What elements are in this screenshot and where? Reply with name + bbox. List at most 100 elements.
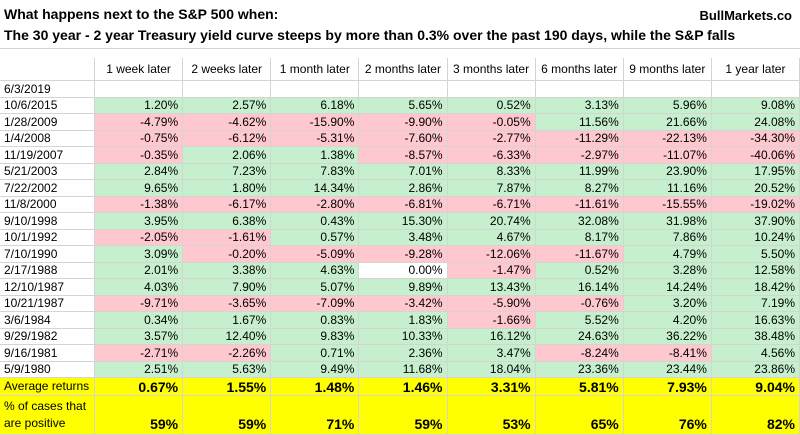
- value-cell: -2.97%: [535, 147, 624, 164]
- value-cell: 7.90%: [183, 279, 272, 296]
- summary-value: 82%: [711, 396, 800, 435]
- value-cell: 5.07%: [271, 279, 360, 296]
- value-cell: [95, 81, 184, 98]
- title: What happens next to the S&P 500 when:: [4, 6, 279, 22]
- value-cell: 2.36%: [359, 345, 448, 362]
- value-cell: 2.86%: [359, 180, 448, 197]
- value-cell: 1.20%: [95, 97, 184, 114]
- value-cell: 3.95%: [95, 213, 184, 230]
- date-cell: 7/10/1990: [0, 246, 95, 263]
- value-cell: 11.56%: [535, 114, 624, 131]
- value-cell: 9.65%: [95, 180, 184, 197]
- value-cell: -0.05%: [447, 114, 536, 131]
- column-header: 6 months later: [535, 58, 624, 81]
- value-cell: 21.66%: [623, 114, 712, 131]
- value-cell: -6.33%: [447, 147, 536, 164]
- value-cell: -5.31%: [271, 130, 360, 147]
- summary-value: 59%: [95, 396, 184, 435]
- value-cell: 18.42%: [711, 279, 800, 296]
- value-cell: -9.71%: [95, 295, 184, 312]
- date-cell: 6/3/2019: [0, 81, 95, 98]
- value-cell: 13.43%: [447, 279, 536, 296]
- value-cell: -15.90%: [271, 114, 360, 131]
- summary-value: 1.55%: [183, 378, 272, 396]
- value-cell: 7.19%: [711, 295, 800, 312]
- summary-value: 1.48%: [271, 378, 360, 396]
- value-cell: -7.09%: [271, 295, 360, 312]
- value-cell: [711, 81, 800, 98]
- value-cell: [271, 81, 360, 98]
- value-cell: 12.58%: [711, 262, 800, 279]
- value-cell: 2.51%: [95, 361, 184, 378]
- value-cell: 23.36%: [535, 361, 624, 378]
- value-cell: 0.83%: [271, 312, 360, 329]
- value-cell: -3.65%: [183, 295, 272, 312]
- value-cell: 2.06%: [183, 147, 272, 164]
- header-cell: [0, 58, 95, 81]
- value-cell: 2.84%: [95, 163, 184, 180]
- value-cell: 2.57%: [183, 97, 272, 114]
- value-cell: -0.76%: [535, 295, 624, 312]
- value-cell: -11.07%: [623, 147, 712, 164]
- value-cell: -6.17%: [183, 196, 272, 213]
- value-cell: 3.57%: [95, 328, 184, 345]
- value-cell: -1.66%: [447, 312, 536, 329]
- value-cell: [183, 81, 272, 98]
- summary-label: Average returns: [0, 378, 95, 396]
- value-cell: -11.67%: [535, 246, 624, 263]
- value-cell: 16.12%: [447, 328, 536, 345]
- summary-value: 76%: [623, 396, 712, 435]
- value-cell: 5.96%: [623, 97, 712, 114]
- value-cell: -12.06%: [447, 246, 536, 263]
- value-cell: -6.12%: [183, 130, 272, 147]
- summary-value: 71%: [271, 396, 360, 435]
- value-cell: 3.20%: [623, 295, 712, 312]
- value-cell: 8.27%: [535, 180, 624, 197]
- value-cell: 1.83%: [359, 312, 448, 329]
- value-cell: 0.52%: [535, 262, 624, 279]
- value-cell: 14.24%: [623, 279, 712, 296]
- value-cell: 3.28%: [623, 262, 712, 279]
- value-cell: -1.47%: [447, 262, 536, 279]
- summary-value: 3.31%: [447, 378, 536, 396]
- value-cell: -5.09%: [271, 246, 360, 263]
- value-cell: -6.81%: [359, 196, 448, 213]
- value-cell: 0.57%: [271, 229, 360, 246]
- value-cell: 4.20%: [623, 312, 712, 329]
- date-cell: 1/28/2009: [0, 114, 95, 131]
- value-cell: -4.79%: [95, 114, 184, 131]
- column-header: 9 months later: [623, 58, 712, 81]
- value-cell: -6.71%: [447, 196, 536, 213]
- value-cell: 4.79%: [623, 246, 712, 263]
- value-cell: 23.44%: [623, 361, 712, 378]
- summary-value: 0.67%: [95, 378, 184, 396]
- value-cell: 11.99%: [535, 163, 624, 180]
- value-cell: -2.77%: [447, 130, 536, 147]
- value-cell: 5.65%: [359, 97, 448, 114]
- value-cell: 7.86%: [623, 229, 712, 246]
- value-cell: 18.04%: [447, 361, 536, 378]
- value-cell: -7.60%: [359, 130, 448, 147]
- value-cell: 8.33%: [447, 163, 536, 180]
- value-cell: 37.90%: [711, 213, 800, 230]
- value-cell: 4.63%: [271, 262, 360, 279]
- value-cell: -1.61%: [183, 229, 272, 246]
- value-cell: [359, 81, 448, 98]
- value-cell: 17.95%: [711, 163, 800, 180]
- value-cell: 9.89%: [359, 279, 448, 296]
- date-cell: 2/17/1988: [0, 262, 95, 279]
- value-cell: 5.50%: [711, 246, 800, 263]
- date-cell: 5/9/1980: [0, 361, 95, 378]
- summary-value: 5.81%: [535, 378, 624, 396]
- value-cell: 9.08%: [711, 97, 800, 114]
- date-cell: 10/21/1987: [0, 295, 95, 312]
- value-cell: 0.00%: [359, 262, 448, 279]
- value-cell: 3.47%: [447, 345, 536, 362]
- value-cell: 1.67%: [183, 312, 272, 329]
- value-cell: 9.49%: [271, 361, 360, 378]
- value-cell: 16.63%: [711, 312, 800, 329]
- value-cell: 4.03%: [95, 279, 184, 296]
- column-header: 1 week later: [95, 58, 184, 81]
- value-cell: -8.41%: [623, 345, 712, 362]
